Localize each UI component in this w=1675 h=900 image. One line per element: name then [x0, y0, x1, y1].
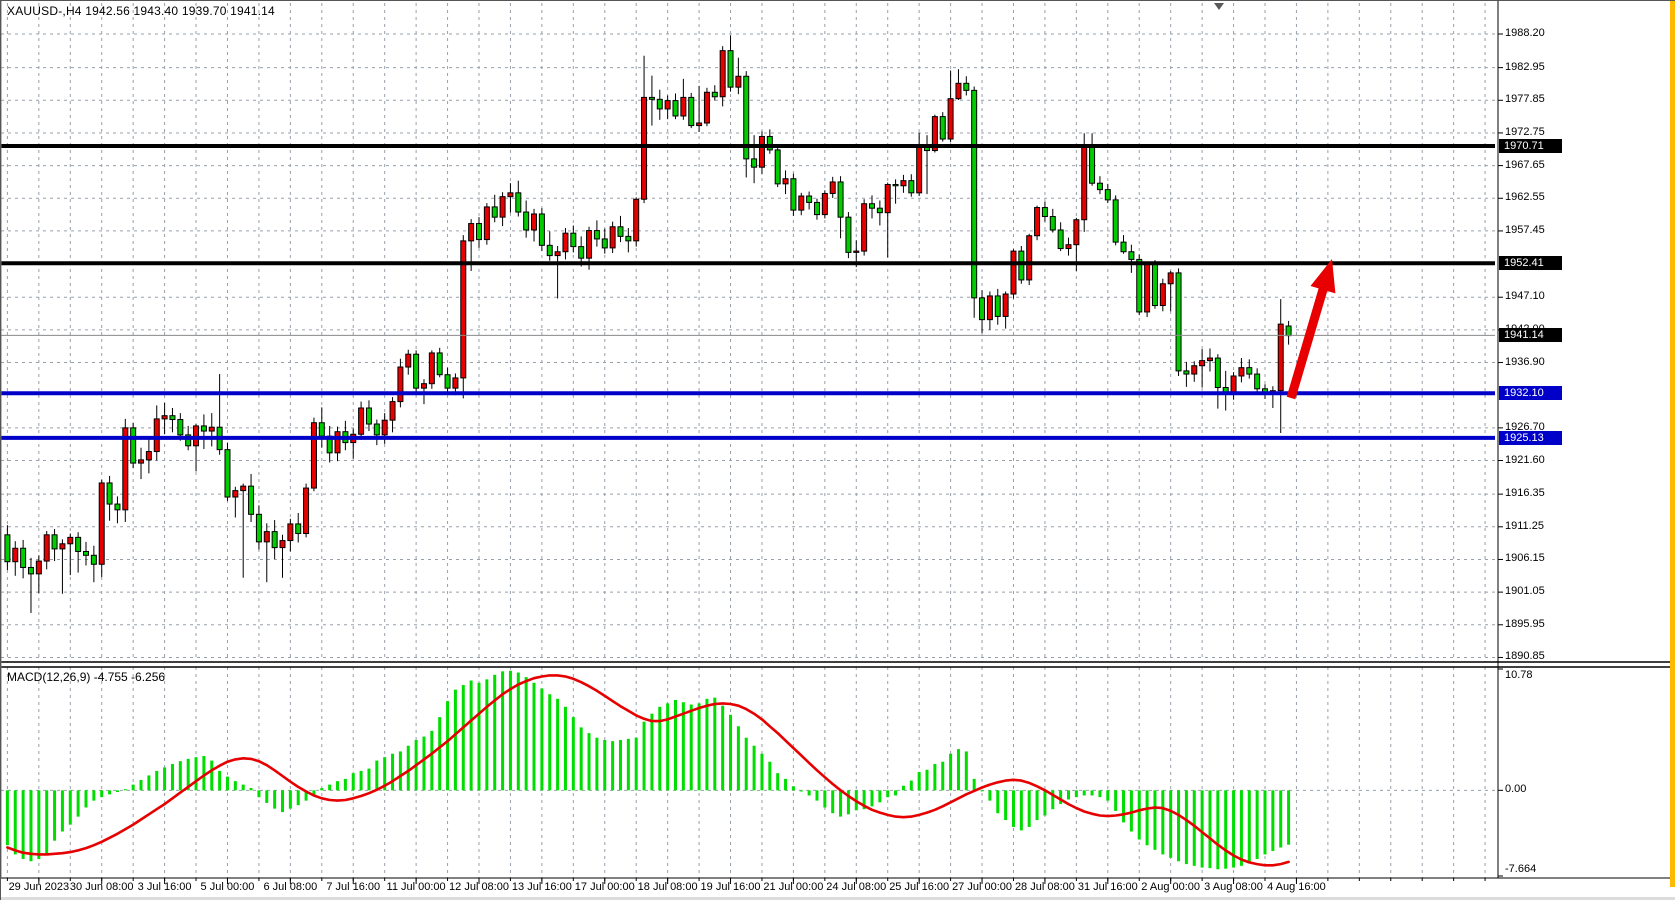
price-axis-label[interactable]: 1977.85 — [1505, 93, 1545, 106]
time-axis-label[interactable]: 25 Jul 16:00 — [889, 881, 950, 893]
time-axis-label[interactable]: 2 Aug 00:00 — [1141, 881, 1201, 893]
price-badge-1970.71: 1970.71 — [1499, 139, 1562, 153]
candles-layer — [4, 35, 1292, 613]
price-badge-1952.41: 1952.41 — [1499, 256, 1562, 271]
price-axis-label[interactable]: 1962.55 — [1505, 191, 1545, 204]
time-axis-label[interactable]: 31 Jul 16:00 — [1077, 881, 1138, 893]
macd-histogram — [5, 670, 1291, 870]
price-axis-label[interactable]: 1947.10 — [1505, 290, 1545, 303]
price-axis-label[interactable]: 1926.70 — [1505, 420, 1545, 433]
time-axis-label[interactable]: 3 Aug 08:00 — [1204, 881, 1263, 893]
price-axis-label[interactable]: 1972.75 — [1505, 125, 1545, 138]
macd-signal-line — [6, 674, 1290, 867]
time-axis-label[interactable]: 19 Jul 16:00 — [700, 881, 761, 893]
time-axis-label[interactable]: 28 Jul 08:00 — [1014, 881, 1075, 893]
bullish-arrow-annotation — [1286, 259, 1336, 400]
time-axis-label[interactable]: 21 Jul 00:00 — [763, 881, 824, 893]
macd-axis-label[interactable]: 0.00 — [1505, 783, 1527, 796]
time-axis-label[interactable]: 29 Jun 2023 — [8, 881, 70, 893]
price-axis-label[interactable]: 1982.95 — [1505, 60, 1545, 73]
time-axis-label[interactable]: 30 Jun 08:00 — [69, 881, 134, 893]
time-axis-label[interactable]: 3 Jul 16:00 — [137, 881, 192, 893]
time-axis-label[interactable]: 6 Jul 08:00 — [263, 881, 318, 893]
time-axis-label[interactable]: 4 Aug 16:00 — [1267, 881, 1326, 893]
time-axis-label[interactable]: 13 Jul 16:00 — [511, 881, 572, 893]
price-axis-label[interactable]: 1911.25 — [1505, 519, 1544, 532]
price-axis-label[interactable]: 1957.45 — [1505, 223, 1545, 236]
price-badge-1925.13: 1925.13 — [1499, 430, 1562, 445]
chart-title: XAUUSD-,H4 1942.56 1943.40 1939.70 1941.… — [7, 4, 275, 18]
price-axis-label[interactable]: 1921.60 — [1505, 453, 1545, 466]
price-axis-label[interactable]: 1890.85 — [1505, 650, 1545, 663]
time-axis-label[interactable]: 24 Jul 08:00 — [826, 881, 887, 893]
macd-indicator-label: MACD(12,26,9) -4.755 -6.256 — [7, 670, 166, 684]
time-axis-label[interactable]: 11 Jul 00:00 — [386, 881, 446, 893]
time-axis-label[interactable]: 12 Jul 08:00 — [449, 881, 509, 893]
time-axis-label[interactable]: 27 Jul 00:00 — [952, 881, 1012, 893]
price-badge-1941.14: 1941.14 — [1499, 328, 1562, 343]
price-axis-label[interactable]: 1936.90 — [1505, 355, 1545, 368]
time-axis-label[interactable]: 7 Jul 16:00 — [326, 881, 381, 893]
macd-axis-label[interactable]: 10.78 — [1505, 669, 1533, 681]
price-axis-label[interactable]: 1967.65 — [1505, 158, 1545, 171]
bottom-edge-strip — [1, 897, 1675, 900]
window-edge-strip — [1670, 1, 1675, 887]
time-axis-label[interactable]: 5 Jul 00:00 — [200, 881, 255, 893]
price-badge-1932.10: 1932.10 — [1499, 386, 1562, 401]
price-axis-label[interactable]: 1895.95 — [1505, 617, 1545, 630]
price-axis-label[interactable]: 1988.20 — [1505, 26, 1545, 39]
price-axis-label[interactable]: 1901.05 — [1505, 585, 1545, 598]
time-axis-label[interactable]: 17 Jul 00:00 — [574, 881, 635, 893]
chart-shift-marker-icon[interactable] — [1214, 3, 1224, 10]
price-axis-label[interactable]: 1916.35 — [1505, 487, 1545, 500]
price-axis-label[interactable]: 1906.15 — [1505, 552, 1545, 565]
macd-axis-label[interactable]: -7.664 — [1505, 863, 1537, 875]
time-axis-label[interactable]: 18 Jul 08:00 — [637, 881, 698, 893]
